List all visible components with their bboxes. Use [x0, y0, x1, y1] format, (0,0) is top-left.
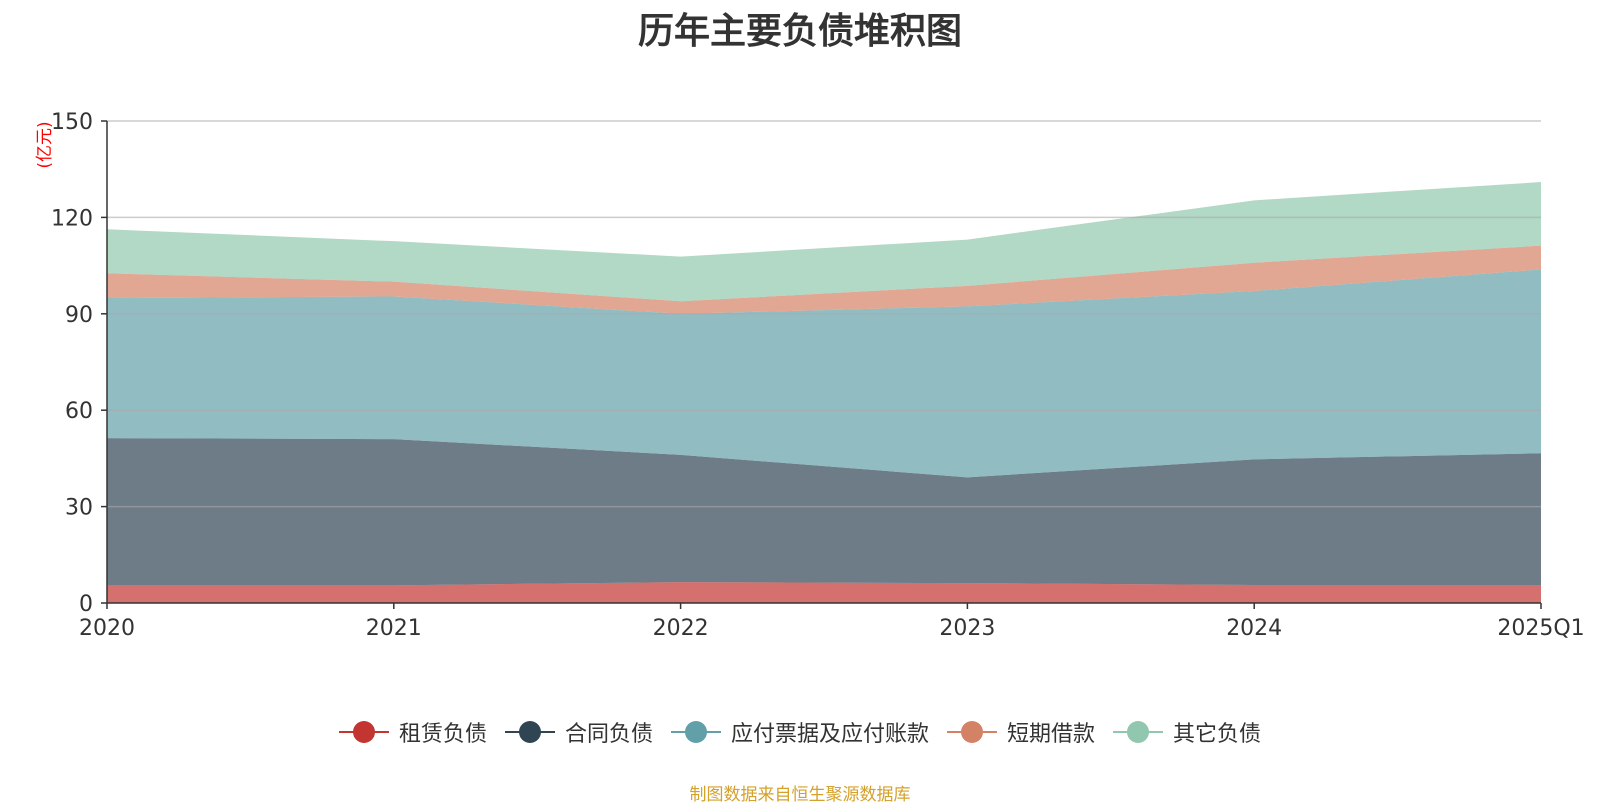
legend-item[interactable]: 其它负债	[1113, 716, 1261, 748]
legend-item[interactable]: 短期借款	[947, 716, 1095, 748]
x-tick-label: 2024	[1226, 616, 1282, 641]
legend: 租赁负债 合同负债 应付票据及应付账款 短期借款 其它负债	[0, 716, 1600, 748]
area-series-1	[107, 582, 1541, 603]
y-tick-label: 30	[65, 496, 93, 521]
x-tick-label: 2021	[366, 616, 422, 641]
legend-item[interactable]: 应付票据及应付账款	[670, 716, 929, 748]
x-tick-label: 2025Q1	[1497, 616, 1584, 641]
chart-title: 历年主要负债堆积图	[637, 11, 962, 52]
legend-label: 应付票据及应付账款	[730, 722, 929, 747]
legend-marker-icon	[670, 721, 721, 743]
legend-item[interactable]: 合同负债	[504, 716, 653, 748]
legend-label: 租赁负债	[398, 722, 487, 747]
x-tick-label: 2023	[939, 616, 995, 641]
legend-marker-icon	[1113, 721, 1164, 743]
legend-marker-icon	[947, 721, 997, 743]
source-note: 制图数据来自恒生聚源数据库	[689, 785, 911, 805]
area-series-4	[107, 245, 1541, 314]
legend-item[interactable]: 租赁负债	[338, 716, 487, 748]
area-series-2	[107, 438, 1541, 586]
y-tick-label: 60	[65, 399, 93, 424]
y-tick-label: 120	[51, 206, 93, 231]
legend-label: 其它负债	[1173, 722, 1262, 747]
x-tick-label: 2022	[653, 616, 709, 641]
area-series-3	[107, 269, 1541, 478]
y-axis-label: (亿元)	[35, 121, 55, 168]
legend-label: 短期借款	[1007, 722, 1096, 747]
legend-marker-icon	[338, 721, 389, 743]
legend-label: 合同负债	[564, 722, 653, 747]
legend-marker-icon	[504, 721, 555, 743]
y-tick-label: 150	[51, 110, 93, 135]
y-tick-label: 0	[79, 592, 93, 617]
y-tick-label: 90	[65, 303, 93, 328]
area-series-5	[107, 182, 1541, 302]
x-tick-label: 2020	[79, 616, 135, 641]
